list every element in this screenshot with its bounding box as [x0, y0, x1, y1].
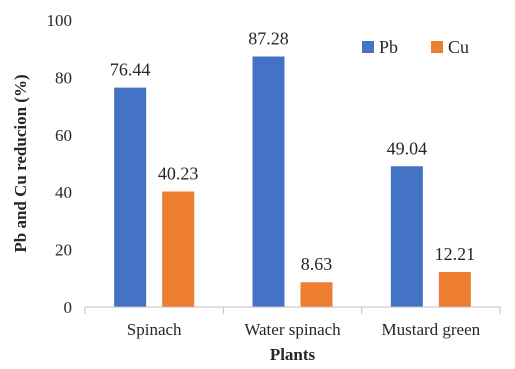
data-label: 8.63 — [301, 254, 333, 274]
y-tick-label: 60 — [55, 126, 72, 145]
legend-label-pb: Pb — [379, 37, 398, 57]
bars — [114, 56, 471, 307]
data-label: 12.21 — [435, 244, 476, 264]
data-label: 49.04 — [387, 138, 428, 158]
category-label: Water spinach — [244, 320, 341, 339]
x-axis-tick-marks — [84, 307, 501, 314]
bar-pb-water-spinach — [252, 56, 285, 307]
legend: Pb Cu — [362, 37, 469, 57]
data-label: 76.44 — [110, 60, 151, 80]
legend-swatch-pb — [362, 41, 374, 53]
y-tick-label: 0 — [64, 298, 73, 317]
y-tick-label: 100 — [47, 11, 73, 30]
y-tick-label: 20 — [55, 241, 72, 260]
bar-cu-water-spinach — [300, 282, 333, 307]
category-label: Mustard green — [381, 320, 480, 339]
y-axis-ticks: 0 20 40 60 80 100 — [47, 11, 73, 317]
x-axis-title: Plants — [270, 345, 316, 364]
legend-swatch-cu — [431, 41, 443, 53]
data-label: 40.23 — [158, 164, 199, 184]
bar-pb-mustard-green — [390, 166, 423, 307]
legend-label-cu: Cu — [448, 37, 469, 57]
category-labels: Spinach Water spinach Mustard green — [127, 320, 481, 339]
bar-cu-spinach — [162, 191, 195, 307]
y-tick-label: 40 — [55, 183, 72, 202]
bar-pb-spinach — [114, 87, 147, 307]
data-labels: 76.44 40.23 87.28 8.63 49.04 12.21 — [110, 29, 475, 275]
data-label: 87.28 — [248, 29, 289, 49]
category-label: Spinach — [127, 320, 182, 339]
y-axis-title: Pb and Cu reducion (%) — [11, 74, 30, 252]
bar-cu-mustard-green — [438, 271, 471, 307]
y-tick-label: 80 — [55, 68, 72, 87]
